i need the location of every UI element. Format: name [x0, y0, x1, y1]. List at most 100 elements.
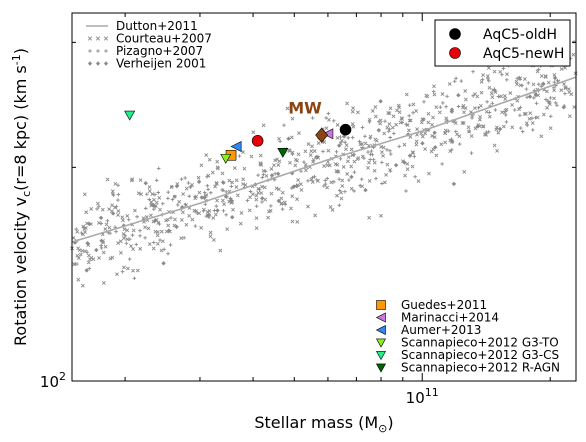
courteau-point: [382, 131, 387, 136]
pizagno-point: [201, 209, 206, 213]
courteau-point: [410, 150, 415, 155]
pizagno-point: [324, 116, 328, 120]
courteau-point: [166, 223, 171, 228]
courteau-point: [155, 233, 160, 238]
pizagno-point: [476, 106, 481, 110]
pizagno-point: [362, 156, 366, 160]
pizagno-point: [552, 85, 556, 90]
pizagno-point: [135, 214, 139, 219]
courteau-point: [499, 94, 504, 99]
pizagno-point: [347, 178, 351, 182]
courteau-point: [329, 180, 334, 185]
courteau-point: [381, 153, 386, 158]
pizagno-point: [518, 113, 522, 118]
pizagno-point: [346, 136, 351, 140]
courteau-point: [213, 184, 218, 189]
pizagno-point: [383, 119, 387, 123]
courteau-point: [304, 168, 308, 173]
courteau-point: [288, 160, 292, 165]
simulation-markers: [124, 110, 352, 164]
pizagno-point: [128, 237, 132, 241]
courteau-point: [313, 213, 318, 218]
verheijen-point: [533, 92, 538, 98]
courteau-point: [387, 111, 392, 116]
courteau-point: [399, 116, 404, 121]
pizagno-point: [385, 147, 389, 152]
pizagno-point: [130, 233, 135, 237]
pizagno-point: [126, 217, 131, 222]
pizagno-point: [388, 149, 392, 153]
courteau-point: [125, 266, 130, 271]
courteau-point: [78, 252, 83, 257]
courteau-point: [496, 130, 501, 135]
pizagno-point: [539, 84, 544, 89]
courteau-point: [120, 215, 125, 220]
pizagno-point: [338, 135, 343, 139]
courteau-point: [143, 225, 147, 230]
courteau-point: [385, 125, 390, 130]
courteau-point: [261, 123, 266, 128]
courteau-point: [199, 163, 204, 168]
verheijen-point: [376, 128, 381, 133]
courteau-point: [76, 256, 81, 261]
courteau-point: [295, 219, 300, 224]
verheijen-point: [393, 162, 399, 168]
pizagno-point: [168, 243, 173, 247]
verheijen-point: [143, 181, 148, 186]
courteau-point: [316, 178, 320, 183]
pizagno-point: [132, 276, 137, 281]
courteau-point: [254, 193, 259, 198]
pizagno-point: [323, 178, 328, 183]
courteau-point: [350, 122, 355, 126]
courteau-point: [138, 246, 143, 251]
courteau-point: [545, 89, 549, 94]
courteau-point: [355, 157, 360, 162]
courteau-point: [144, 215, 149, 219]
courteau-point: [230, 180, 235, 185]
courteau-point: [360, 184, 365, 189]
courteau-point: [352, 159, 357, 164]
pizagno-point: [323, 182, 328, 186]
courteau-point: [367, 179, 372, 183]
courteau-point: [463, 97, 468, 102]
courteau-point: [431, 147, 436, 152]
courteau-point: [483, 132, 487, 137]
pizagno-point: [145, 192, 149, 197]
aqc5-newh-marker: [251, 134, 264, 147]
courteau-point: [169, 185, 174, 189]
courteau-point: [367, 160, 371, 165]
courteau-point: [234, 178, 239, 183]
courteau-point: [101, 250, 106, 255]
pizagno-point: [338, 157, 343, 161]
courteau-point: [386, 111, 391, 115]
courteau-point: [379, 144, 384, 149]
verheijen-point: [286, 136, 291, 141]
courteau-point: [269, 167, 274, 171]
courteau-point: [190, 217, 195, 222]
courteau-point: [487, 85, 492, 90]
courteau-point: [279, 201, 284, 206]
courteau-point: [559, 88, 564, 93]
pizagno-point: [360, 125, 365, 130]
courteau-point: [215, 159, 220, 164]
courteau-point: [235, 193, 240, 198]
courteau-point: [293, 184, 298, 189]
marinacci-2014-marker: [322, 128, 334, 140]
courteau-point: [489, 91, 494, 96]
courteau-point: [478, 114, 483, 119]
pizagno-point: [337, 203, 342, 208]
pizagno-point: [480, 77, 485, 82]
pizagno-point: [421, 117, 426, 121]
courteau-point: [280, 190, 285, 195]
courteau-point: [258, 161, 263, 166]
courteau-point: [113, 181, 118, 186]
courteau-point: [530, 121, 535, 125]
pizagno-point: [512, 108, 517, 112]
courteau-point: [350, 109, 355, 114]
pizagno-point: [533, 115, 538, 120]
aqc5-oldh-marker: [339, 123, 352, 136]
pizagno-point: [188, 185, 193, 189]
courteau-point: [147, 189, 152, 193]
legend-symbol: [96, 61, 100, 66]
